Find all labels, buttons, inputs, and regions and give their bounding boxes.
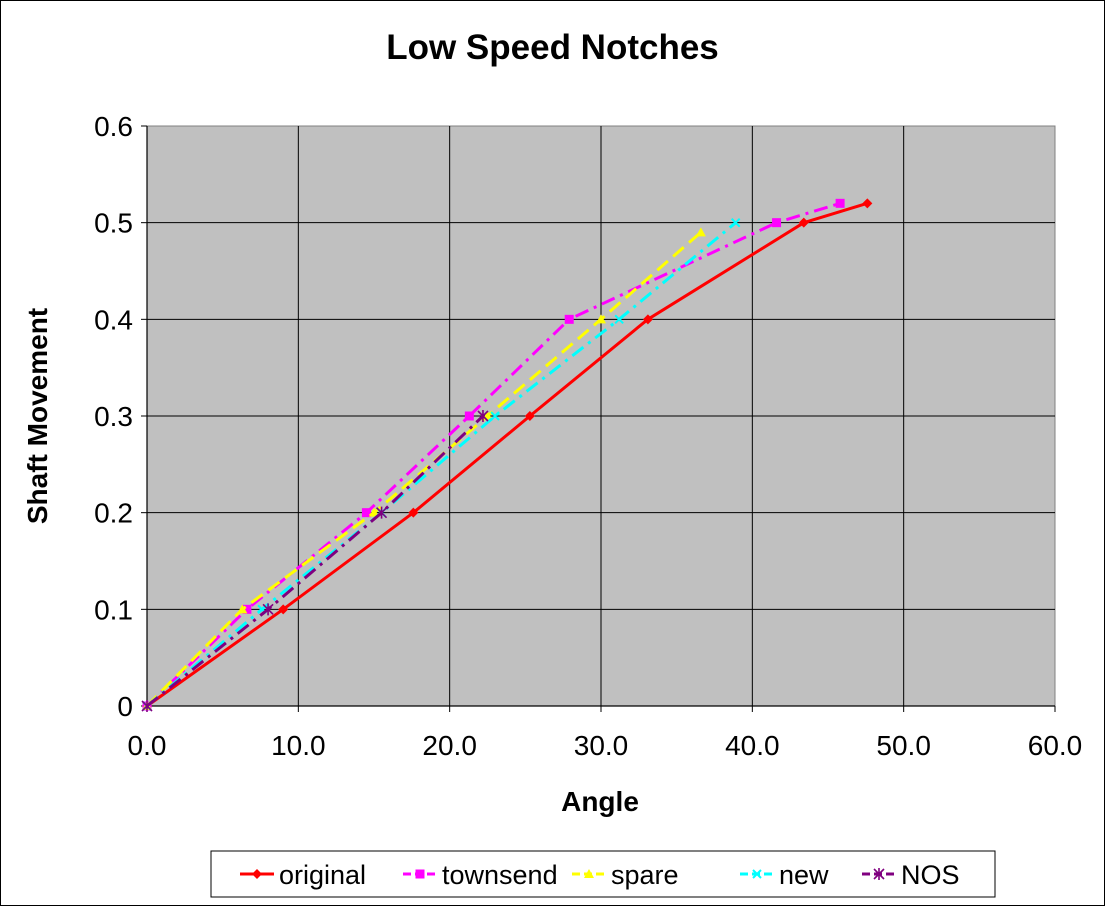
x-tick-label: 30.0	[574, 730, 629, 761]
data-point	[862, 198, 873, 209]
data-point	[369, 507, 379, 517]
data-point	[642, 314, 653, 325]
data-point	[614, 314, 624, 325]
legend-swatch-marker	[752, 869, 762, 879]
data-point	[408, 507, 419, 518]
legend-swatch-marker	[873, 868, 885, 880]
data-point	[242, 604, 252, 614]
series-line	[145, 231, 702, 708]
data-point	[695, 227, 706, 237]
data-point	[564, 314, 574, 324]
data-point	[361, 508, 371, 518]
legend-label: townsend	[442, 860, 558, 890]
data-point	[278, 604, 289, 615]
data-point	[477, 410, 489, 422]
x-tick-label: 10.0	[271, 730, 326, 761]
data-point	[835, 198, 845, 208]
y-tick-label: 0.3	[94, 401, 133, 432]
x-tick-label: 50.0	[876, 730, 931, 761]
data-point	[464, 411, 474, 421]
data-point	[772, 218, 782, 228]
legend-swatch-marker	[252, 869, 262, 879]
data-point	[141, 700, 153, 712]
data-point	[262, 603, 274, 616]
legend-label: new	[779, 860, 829, 890]
x-tick-label: 40.0	[725, 730, 780, 761]
x-axis-title: Angle	[561, 786, 639, 817]
legend: original townsend spare new NOS	[210, 850, 996, 898]
legend-label: original	[279, 860, 366, 890]
legend-label: NOS	[901, 860, 960, 890]
y-tick-label: 0	[117, 691, 133, 722]
series-line	[146, 221, 737, 708]
legend-swatch-marker	[415, 869, 425, 879]
y-tick-label: 0.1	[94, 594, 133, 625]
data-point	[730, 217, 741, 228]
x-tick-label: 60.0	[1028, 730, 1083, 761]
legend-label: spare	[611, 860, 679, 890]
data-point	[490, 411, 500, 421]
x-tick-label: 20.0	[422, 730, 477, 761]
x-tick-label: 0.0	[128, 730, 167, 761]
legend-swatch-marker	[584, 869, 594, 878]
series-nos	[141, 410, 489, 712]
chart-title: Low Speed Notches	[386, 28, 719, 67]
data-point	[237, 604, 248, 614]
series-original	[142, 198, 873, 711]
y-tick-label: 0.6	[94, 111, 133, 142]
y-tick-label: 0.4	[94, 304, 133, 335]
data-point	[596, 314, 606, 324]
data-point	[376, 506, 388, 519]
data-point	[524, 411, 535, 421]
data-point	[798, 217, 809, 228]
y-tick-label: 0.5	[94, 208, 133, 239]
y-tick-label: 0.2	[94, 498, 133, 529]
